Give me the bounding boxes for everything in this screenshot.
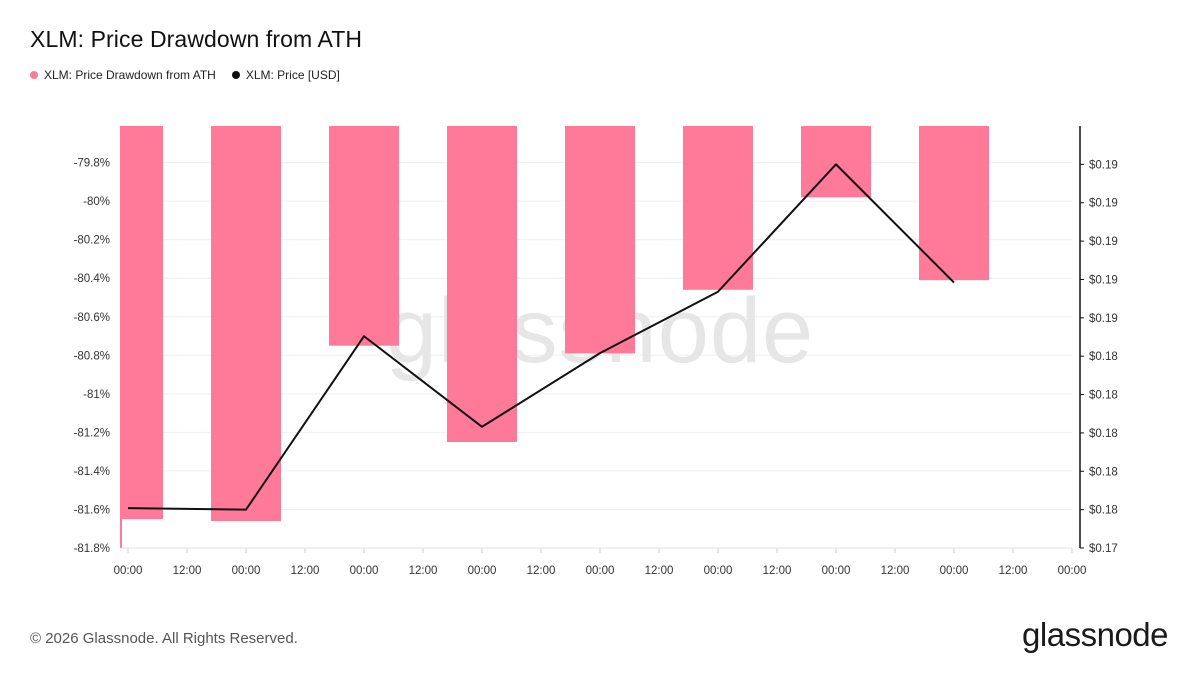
y-left-tick-label: -81% bbox=[83, 389, 110, 401]
y-right-tick-label: $0.19 bbox=[1089, 236, 1118, 248]
drawdown-bar bbox=[565, 126, 635, 354]
y-left-tick-label: -81.8% bbox=[74, 543, 110, 555]
legend-dot-price bbox=[231, 71, 240, 79]
y-right-tick-label: $0.18 bbox=[1089, 466, 1118, 478]
y-right-tick-label: $0.18 bbox=[1089, 428, 1118, 440]
y-left-tick-label: -80.8% bbox=[74, 350, 110, 362]
x-tick-label: 12:00 bbox=[173, 565, 202, 577]
x-tick-label: 00:00 bbox=[1058, 565, 1087, 577]
y-right-tick-label: $0.19 bbox=[1089, 313, 1118, 325]
chart-title: XLM: Price Drawdown from ATH bbox=[30, 26, 363, 52]
brand-logo[interactable]: glassnode bbox=[1022, 616, 1168, 653]
y-right-tick-label: $0.19 bbox=[1089, 159, 1118, 171]
y-left-tick-label: -80.6% bbox=[74, 312, 110, 324]
x-tick-label: 00:00 bbox=[232, 565, 261, 577]
x-tick-label: 12:00 bbox=[999, 565, 1028, 577]
y-right-tick-label: $0.18 bbox=[1089, 390, 1118, 402]
x-tick-label: 00:00 bbox=[822, 565, 851, 577]
x-tick-label: 12:00 bbox=[645, 565, 674, 577]
drawdown-bar bbox=[919, 126, 989, 281]
legend-label-drawdown: XLM: Price Drawdown from ATH bbox=[44, 68, 216, 82]
drawdown-bar bbox=[683, 126, 753, 290]
drawdown-bar bbox=[211, 126, 281, 522]
x-tick-label: 00:00 bbox=[704, 565, 733, 577]
x-tick-label: 12:00 bbox=[291, 565, 320, 577]
legend-dot-drawdown bbox=[30, 71, 38, 79]
y-right-tick-label: $0.18 bbox=[1089, 351, 1118, 363]
bar-series bbox=[121, 126, 989, 522]
x-tick-label: 12:00 bbox=[409, 565, 438, 577]
x-tick-label: 00:00 bbox=[350, 565, 379, 577]
legend: XLM: Price Drawdown from ATH XLM: Price … bbox=[30, 68, 356, 82]
x-tick-label: 12:00 bbox=[527, 565, 556, 577]
drawdown-bar bbox=[329, 126, 399, 346]
y-right-tick-label: $0.17 bbox=[1089, 543, 1118, 555]
x-tick-label: 00:00 bbox=[586, 565, 615, 577]
legend-label-price: XLM: Price [USD] bbox=[245, 68, 340, 82]
y-left-tick-label: -80.4% bbox=[74, 273, 110, 285]
y-left-tick-label: -81.2% bbox=[74, 427, 110, 439]
y-left-tick-label: -80.2% bbox=[74, 235, 110, 247]
legend-item-drawdown[interactable]: XLM: Price Drawdown from ATH bbox=[30, 68, 216, 82]
x-tick-label: 12:00 bbox=[881, 565, 910, 577]
x-tick-label: 00:00 bbox=[114, 565, 143, 577]
y-right-tick-label: $0.18 bbox=[1089, 505, 1118, 517]
y-left-tick-label: -80% bbox=[83, 196, 110, 208]
drawdown-bar bbox=[121, 126, 163, 520]
axes: -79.8% -80% -80.2% -80.4% -80.6% -80.8% -81% -8… bbox=[74, 126, 1118, 577]
y-left-tick-label: -79.8% bbox=[74, 158, 110, 170]
y-right-tick-label: $0.19 bbox=[1089, 198, 1118, 210]
footer-copyright: © 2026 Glassnode. All Rights Reserved. bbox=[30, 630, 298, 647]
x-tick-label: 00:00 bbox=[468, 565, 497, 577]
y-left-tick-label: -81.6% bbox=[74, 504, 110, 516]
x-tick-label: 12:00 bbox=[763, 565, 792, 577]
drawdown-bar bbox=[447, 126, 517, 443]
x-tick-label: 00:00 bbox=[940, 565, 969, 577]
line-series bbox=[127, 163, 955, 511]
drawdown-bar bbox=[801, 126, 871, 198]
y-right-tick-label: $0.19 bbox=[1089, 274, 1118, 286]
y-left-tick-label: -81.4% bbox=[74, 466, 110, 478]
price-line bbox=[127, 163, 955, 511]
legend-item-price[interactable]: XLM: Price [USD] bbox=[231, 68, 340, 82]
